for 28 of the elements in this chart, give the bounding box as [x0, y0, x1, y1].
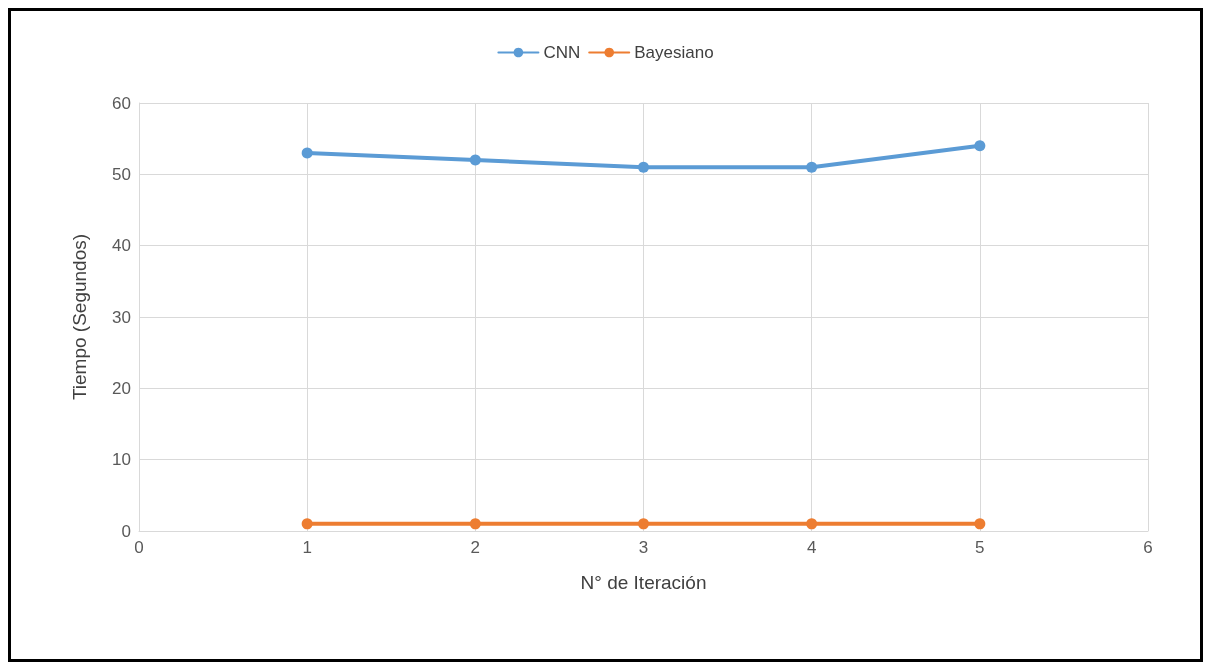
- y-axis-title: Tiempo (Segundos): [69, 233, 90, 401]
- y-tick-label: 40: [112, 236, 131, 256]
- y-tick-label: 30: [112, 307, 131, 327]
- x-tick-label: 6: [1143, 538, 1153, 557]
- x-axis-title: N° de Iteración: [580, 572, 707, 593]
- x-tick-label: 5: [975, 538, 985, 557]
- x-tick-label: 0: [134, 538, 144, 557]
- point: [806, 518, 818, 530]
- y-tick-label: 60: [112, 93, 131, 113]
- x-tick-label: 2: [470, 538, 481, 557]
- point: [974, 140, 986, 152]
- y-tick-label: 0: [121, 521, 131, 541]
- legend-label: Bayesiano: [634, 43, 714, 62]
- point: [469, 518, 481, 530]
- x-tick-label: 3: [638, 538, 649, 557]
- y-tick-label: 50: [112, 164, 131, 184]
- y-tick-label: 20: [112, 378, 131, 398]
- point: [638, 161, 649, 173]
- point: [301, 147, 313, 159]
- x-tick-label: 4: [806, 538, 817, 557]
- point: [974, 518, 986, 530]
- point: [806, 161, 818, 173]
- x-tick-label: 1: [302, 538, 312, 557]
- point: [301, 518, 313, 530]
- legend-label: CNN: [543, 43, 581, 62]
- point: [638, 518, 649, 530]
- point: [469, 154, 481, 166]
- y-tick-label: 10: [112, 450, 131, 470]
